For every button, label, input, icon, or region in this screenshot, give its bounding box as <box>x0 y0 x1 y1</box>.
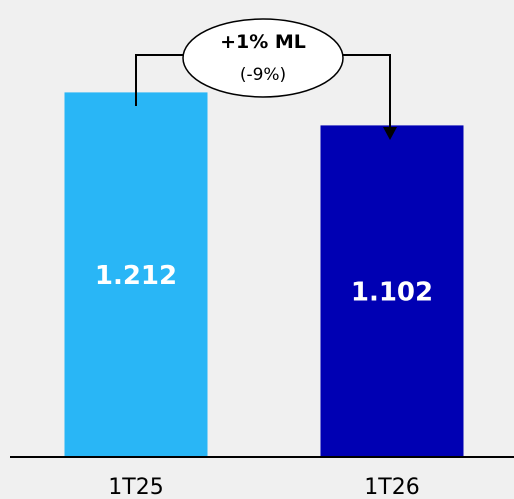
bar-value-label-1t25: 1.212 <box>95 261 177 291</box>
bar-value-labels-group: 1.212 1.102 <box>95 261 433 308</box>
annotation-title: +1% ML <box>220 31 306 53</box>
bar-1t25 <box>64 92 208 457</box>
bars-group <box>64 92 464 457</box>
annotation-right-bracket <box>340 54 391 127</box>
x-tick-label-1t25: 1T25 <box>108 475 163 499</box>
x-tick-labels-group: 1T25 1T26 <box>108 475 419 499</box>
x-tick-label-1t26: 1T26 <box>364 475 419 499</box>
bar-1t26 <box>320 125 464 457</box>
change-annotation: +1% ML (-9%) <box>135 18 397 140</box>
annotation-ellipse <box>182 18 344 98</box>
bar-value-label-1t26: 1.102 <box>351 278 433 308</box>
annotation-subtitle: (-9%) <box>240 65 286 85</box>
arrowhead-icon <box>383 127 397 140</box>
annotation-left-bracket <box>135 54 186 106</box>
